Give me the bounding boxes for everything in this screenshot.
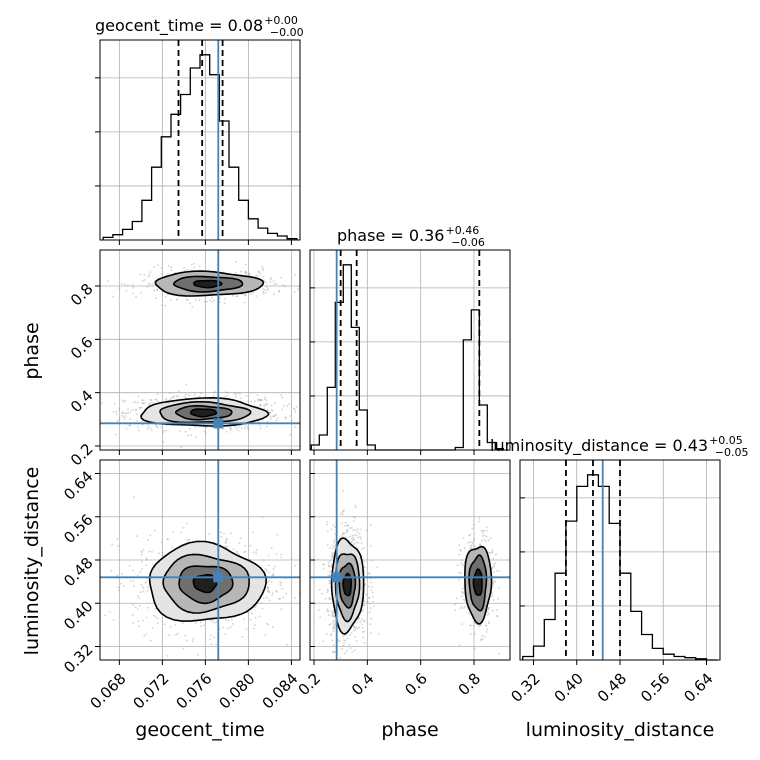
contour-line — [172, 275, 244, 293]
contour-line — [154, 270, 265, 297]
contour-line — [334, 553, 361, 623]
contour-line — [148, 540, 267, 622]
x-tick-label-luminosity-distance: 0.56 — [637, 670, 673, 706]
x-tick-label-phase: 0.2 — [295, 670, 325, 700]
contour-line — [192, 573, 219, 594]
y-tick-label-luminosity-distance: 0.56 — [60, 511, 96, 547]
x-tick-label-luminosity-distance: 0.32 — [507, 670, 543, 706]
x-tick-label-geocent-time: 0.080 — [216, 670, 259, 713]
y-tick-label-luminosity-distance: 0.32 — [60, 640, 96, 676]
x-tick-label-geocent-time: 0.076 — [173, 670, 216, 713]
contour-line — [338, 562, 357, 609]
y-tick-label-phase: 0.4 — [67, 386, 97, 416]
title-phase: phase = 0.36+0.46 −0.06 — [337, 224, 485, 249]
xlabel-phase: phase — [381, 719, 438, 741]
y-tick-label-phase: 0.8 — [67, 280, 97, 310]
x-tick-label-geocent-time: 0.068 — [87, 670, 130, 713]
y-tick-label-phase: 0.6 — [67, 333, 97, 363]
contour-line — [330, 537, 365, 635]
x-tick-label-geocent-time: 0.072 — [130, 670, 173, 713]
contour-line — [189, 408, 218, 418]
truth-point — [213, 418, 224, 429]
contour-line — [140, 396, 270, 427]
y-tick-label-luminosity-distance: 0.40 — [60, 597, 96, 633]
panel-frame-phase — [309, 249, 511, 451]
y-tick-label-luminosity-distance: 0.48 — [60, 554, 96, 590]
y-tick-label-luminosity-distance: 0.64 — [60, 467, 96, 503]
panel-frame-geocent-time — [99, 39, 301, 241]
contour-line — [468, 554, 488, 612]
xlabel-geocent-time: geocent_time — [135, 719, 264, 741]
panel-geocent-time-vs-phase — [99, 249, 301, 451]
x-tick-label-phase: 0.4 — [348, 670, 378, 700]
truth-point — [213, 572, 224, 583]
contour-line — [472, 568, 483, 596]
ylabel-phase: phase — [21, 322, 43, 379]
density-level — [193, 574, 218, 593]
x-tick-label-luminosity-distance: 0.40 — [551, 670, 587, 706]
ylabel-luminosity-distance: luminosity_distance — [21, 467, 43, 656]
title-geocent-time: geocent_time = 0.08+0.00 −0.00 — [95, 14, 304, 39]
title-luminosity-distance: luminosity_distance = 0.43+0.05 −0.05 — [490, 434, 749, 459]
contour-line — [193, 279, 223, 289]
x-tick-label-phase: 0.8 — [455, 670, 485, 700]
x-tick-label-luminosity-distance: 0.64 — [680, 670, 716, 706]
truth-point — [331, 572, 342, 583]
contour-line — [342, 572, 352, 597]
xlabel-luminosity-distance: luminosity_distance — [526, 719, 715, 741]
x-tick-label-phase: 0.6 — [401, 670, 431, 700]
contour-line — [159, 401, 252, 424]
density-level — [343, 573, 352, 596]
histogram-geocent-time — [102, 54, 298, 240]
contour-line — [174, 405, 233, 421]
contour-line — [162, 553, 250, 614]
y-tick-label-phase: 0.2 — [67, 440, 97, 470]
x-tick-label-luminosity-distance: 0.48 — [594, 670, 630, 706]
x-tick-label-geocent-time: 0.084 — [259, 670, 302, 713]
contour-line — [464, 545, 493, 625]
